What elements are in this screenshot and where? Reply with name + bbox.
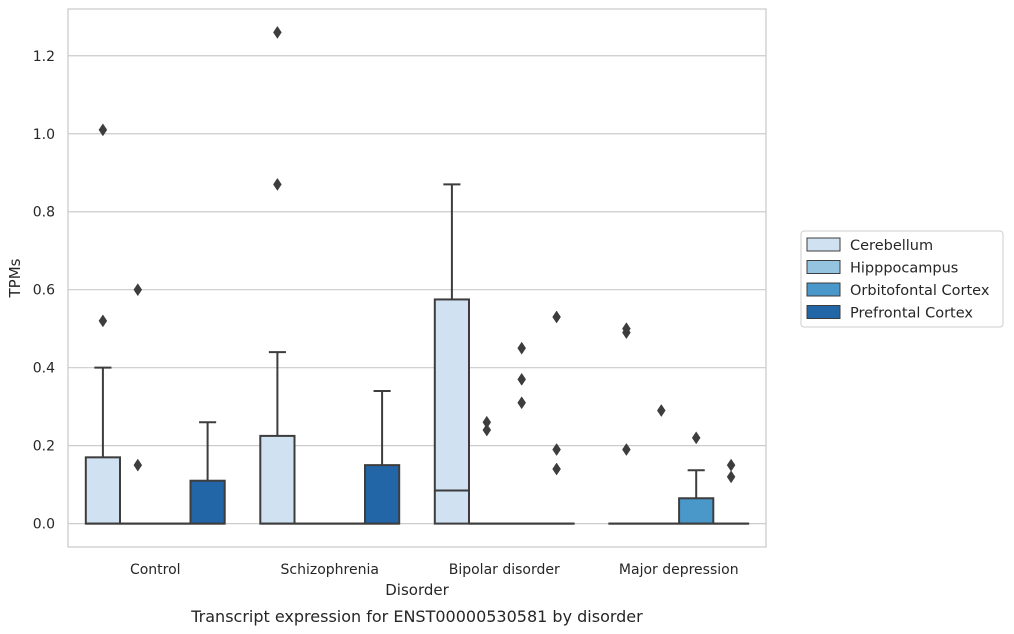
x-axis-ticks: Control Schizophrenia Bipolar disorder Majo… [130, 562, 739, 578]
outlier-point [98, 314, 108, 328]
outlier-point [656, 404, 666, 418]
y-tick-label: 0.4 [33, 361, 55, 377]
legend-label: Orbitofontal Cortex [850, 283, 990, 299]
outlier-point [273, 25, 282, 39]
outlier-point [273, 177, 282, 191]
box-plot-area [84, 25, 750, 525]
legend-label: Prefrontal Cortex [850, 306, 973, 322]
grid-lines [68, 55, 766, 525]
y-tick-label: 0.2 [33, 439, 55, 455]
box-0-3 [189, 421, 226, 525]
outlier-point [552, 310, 561, 324]
legend-swatch [806, 282, 841, 297]
outlier-point [726, 470, 736, 484]
outlier-point [552, 462, 561, 476]
legend-label: Cerebellum [850, 238, 933, 254]
box-body [433, 298, 471, 525]
box-body [189, 479, 226, 525]
box-3-2 [678, 431, 715, 525]
y-tick-label: 0.6 [33, 283, 55, 299]
box-body [678, 497, 715, 525]
x-tick-label: Major depression [619, 562, 739, 578]
box-3-3 [712, 458, 750, 525]
box-2-0 [433, 183, 471, 525]
legend-frame [800, 230, 1004, 328]
y-axis-ticks: 0.0 0.2 0.4 0.6 0.8 1.0 1.2 [33, 49, 55, 533]
x-axis-label: Disorder [385, 581, 449, 599]
chart-caption: Transcript expression for ENST0000053058… [190, 607, 643, 626]
box-1-0 [259, 25, 296, 525]
y-axis-label: TPMs [6, 258, 24, 298]
outlier-point [98, 123, 108, 137]
legend-swatch [806, 237, 841, 252]
outlier-point [622, 322, 631, 336]
legend-swatch [806, 305, 841, 319]
outlier-point [482, 423, 492, 437]
x-tick-label: Control [130, 562, 181, 578]
outlier-point [133, 283, 143, 297]
x-tick-label: Schizophrenia [281, 562, 379, 578]
outlier-point [552, 443, 561, 456]
outlier-point [517, 396, 527, 410]
outlier-point [691, 431, 701, 445]
outlier-point [517, 372, 527, 386]
box-0-1 [119, 283, 156, 525]
box-1-3 [363, 390, 401, 525]
y-tick-label: 0.8 [33, 205, 55, 221]
plot-frame [67, 8, 767, 548]
box-3-0 [608, 322, 645, 525]
y-tick-label: 1.0 [33, 127, 55, 143]
y-tick-label: 0.0 [33, 517, 55, 533]
outlier-point [517, 341, 527, 355]
outlier-point [726, 458, 736, 472]
box-2-1 [468, 415, 505, 525]
outlier-point [622, 443, 631, 456]
legend: Cerebellum Hipppocampus Orbitofontal Corte… [800, 230, 1004, 328]
box-body [259, 434, 296, 525]
outlier-point [482, 415, 492, 429]
box-2-3 [538, 310, 575, 525]
box-2-2 [503, 341, 540, 525]
y-tick-label: 1.2 [33, 49, 55, 65]
box-0-0 [84, 123, 122, 525]
legend-label: Hipppocampus [850, 261, 958, 277]
legend-swatch [806, 260, 841, 274]
box-body [84, 456, 122, 525]
x-tick-label: Bipolar disorder [449, 562, 560, 578]
box-body [363, 464, 401, 525]
box-3-1 [643, 404, 680, 525]
outlier-point [133, 458, 143, 472]
